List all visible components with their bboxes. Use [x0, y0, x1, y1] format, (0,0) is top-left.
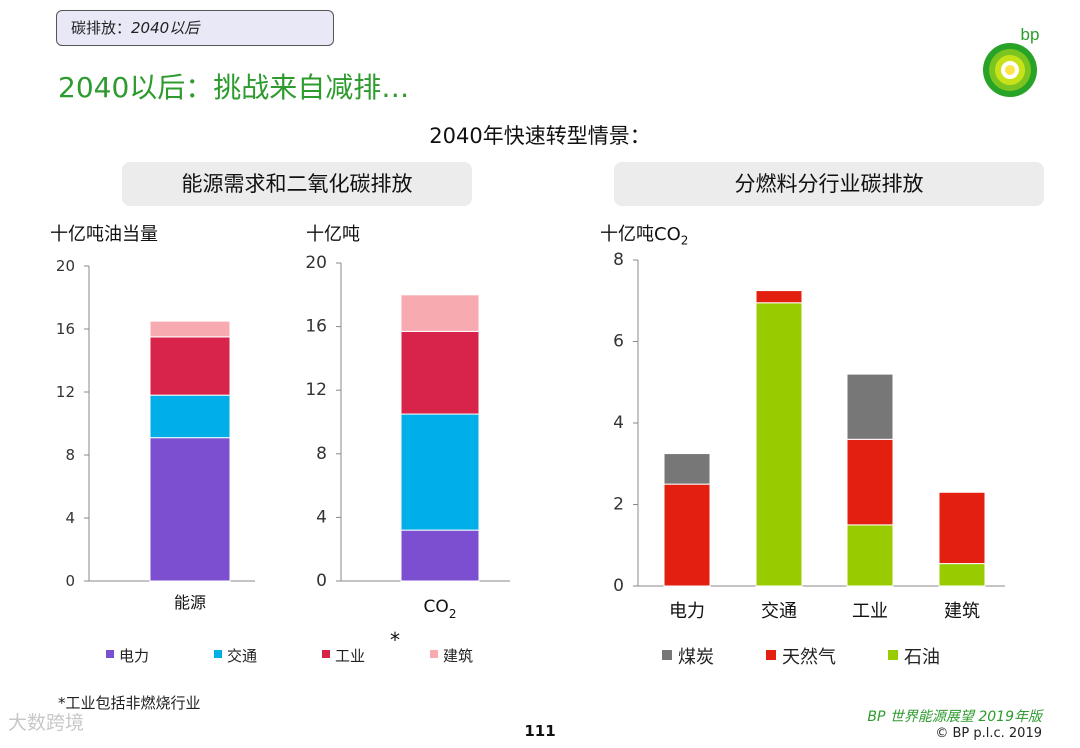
legend-right-swatch [662, 650, 672, 660]
co2-unit-label: 十亿吨 [306, 224, 360, 245]
sector-bar-segment [846, 524, 894, 587]
sector-y-tick-label: 4 [613, 413, 624, 433]
energy-y-tick-label: 20 [56, 257, 75, 275]
sector-category-label: 工业 [852, 601, 888, 622]
legend-left-label: 工业 [335, 647, 365, 665]
energy-y-tick-label: 0 [65, 572, 75, 590]
sector-bar-segment [938, 563, 986, 587]
sector-bar-segment [755, 302, 803, 587]
industry-asterisk: * [390, 628, 400, 652]
section-tag-prefix: 碳排放： [71, 19, 132, 37]
page-title: 2040以后：挑战来自减排… [58, 71, 410, 104]
co2-y-tick-label: 8 [316, 444, 327, 464]
sector-category-label: 交通 [761, 601, 797, 622]
energy-category-label: 能源 [174, 593, 206, 612]
scenario-title: 2040年快速转型情景： [429, 124, 651, 148]
legend-left-swatch [430, 650, 438, 658]
copyright: © BP p.l.c. 2019 [935, 726, 1042, 741]
sector-category-label: 电力 [669, 601, 705, 622]
energy-y-tick-label: 8 [65, 446, 75, 464]
bp-logo-text: bp [1021, 25, 1040, 44]
sector-y-tick-label: 2 [613, 495, 624, 515]
co2-bar-segment [400, 330, 480, 415]
legend-left-label: 交通 [227, 647, 257, 665]
energy-y-tick-label: 16 [56, 320, 75, 338]
watermark: 大数跨境 [8, 712, 85, 734]
co2-bar-segment [400, 294, 480, 332]
page-number: 111 [524, 722, 556, 740]
legend-right-label: 天然气 [782, 647, 836, 668]
legend-left-swatch [106, 650, 114, 658]
energy-y-tick-label: 12 [56, 383, 75, 401]
co2-y-tick-label: 12 [305, 380, 327, 400]
section-tag: 碳排放：2040以后 [56, 10, 334, 46]
sector-category-label: 建筑 [944, 601, 980, 622]
co2-y-tick-label: 4 [316, 507, 327, 527]
sector-unit-prefix: 十亿吨CO [600, 224, 681, 245]
footnote: *工业包括非燃烧行业 [58, 694, 201, 712]
energy-y-tick-label: 4 [65, 509, 75, 527]
energy-bar-segment [149, 394, 231, 439]
co2-bar-segment [400, 529, 480, 582]
sector-bar-segment [663, 483, 711, 587]
energy-bar-segment [149, 437, 231, 582]
energy-unit-label: 十亿吨油当量 [50, 224, 158, 245]
legend-right-swatch [766, 650, 776, 660]
right-panel-title: 分燃料分行业碳排放 [614, 162, 1044, 206]
legend-right-label: 石油 [904, 647, 940, 668]
sector-unit-label: 十亿吨CO2 [600, 220, 688, 248]
energy-bar-segment [149, 336, 231, 396]
sector-bar-segment [663, 453, 711, 485]
legend-right-swatch [888, 650, 898, 660]
legend-right-label: 煤炭 [678, 647, 714, 668]
legend-left-label: 电力 [119, 647, 149, 665]
legend-left-swatch [322, 650, 330, 658]
sector-bar-segment [938, 491, 986, 565]
bp-helios-logo-icon: bp [983, 25, 1040, 97]
section-tag-year: 2040以后 [131, 19, 200, 37]
sector-y-tick-label: 0 [613, 576, 624, 596]
source-note: BP 世界能源展望 2019年版 [867, 709, 1042, 725]
left-panel-title: 能源需求和二氧化碳排放 [122, 162, 472, 206]
co2-bar-segment [400, 413, 480, 531]
co2-category-label: CO2 [424, 597, 457, 621]
sector-bar-segment [846, 373, 894, 440]
sector-y-tick-label: 8 [613, 250, 624, 270]
legend-left-label: 建筑 [443, 647, 473, 665]
sector-bar-segment [755, 290, 803, 304]
sector-y-tick-label: 6 [613, 332, 624, 352]
sector-bar-segment [846, 438, 894, 526]
co2-y-tick-label: 0 [316, 571, 327, 591]
energy-bar-segment [149, 320, 231, 338]
co2-y-tick-label: 20 [305, 253, 327, 273]
sector-unit-sub: 2 [680, 233, 689, 248]
legend-left-swatch [214, 650, 222, 658]
co2-y-tick-label: 16 [305, 317, 327, 337]
